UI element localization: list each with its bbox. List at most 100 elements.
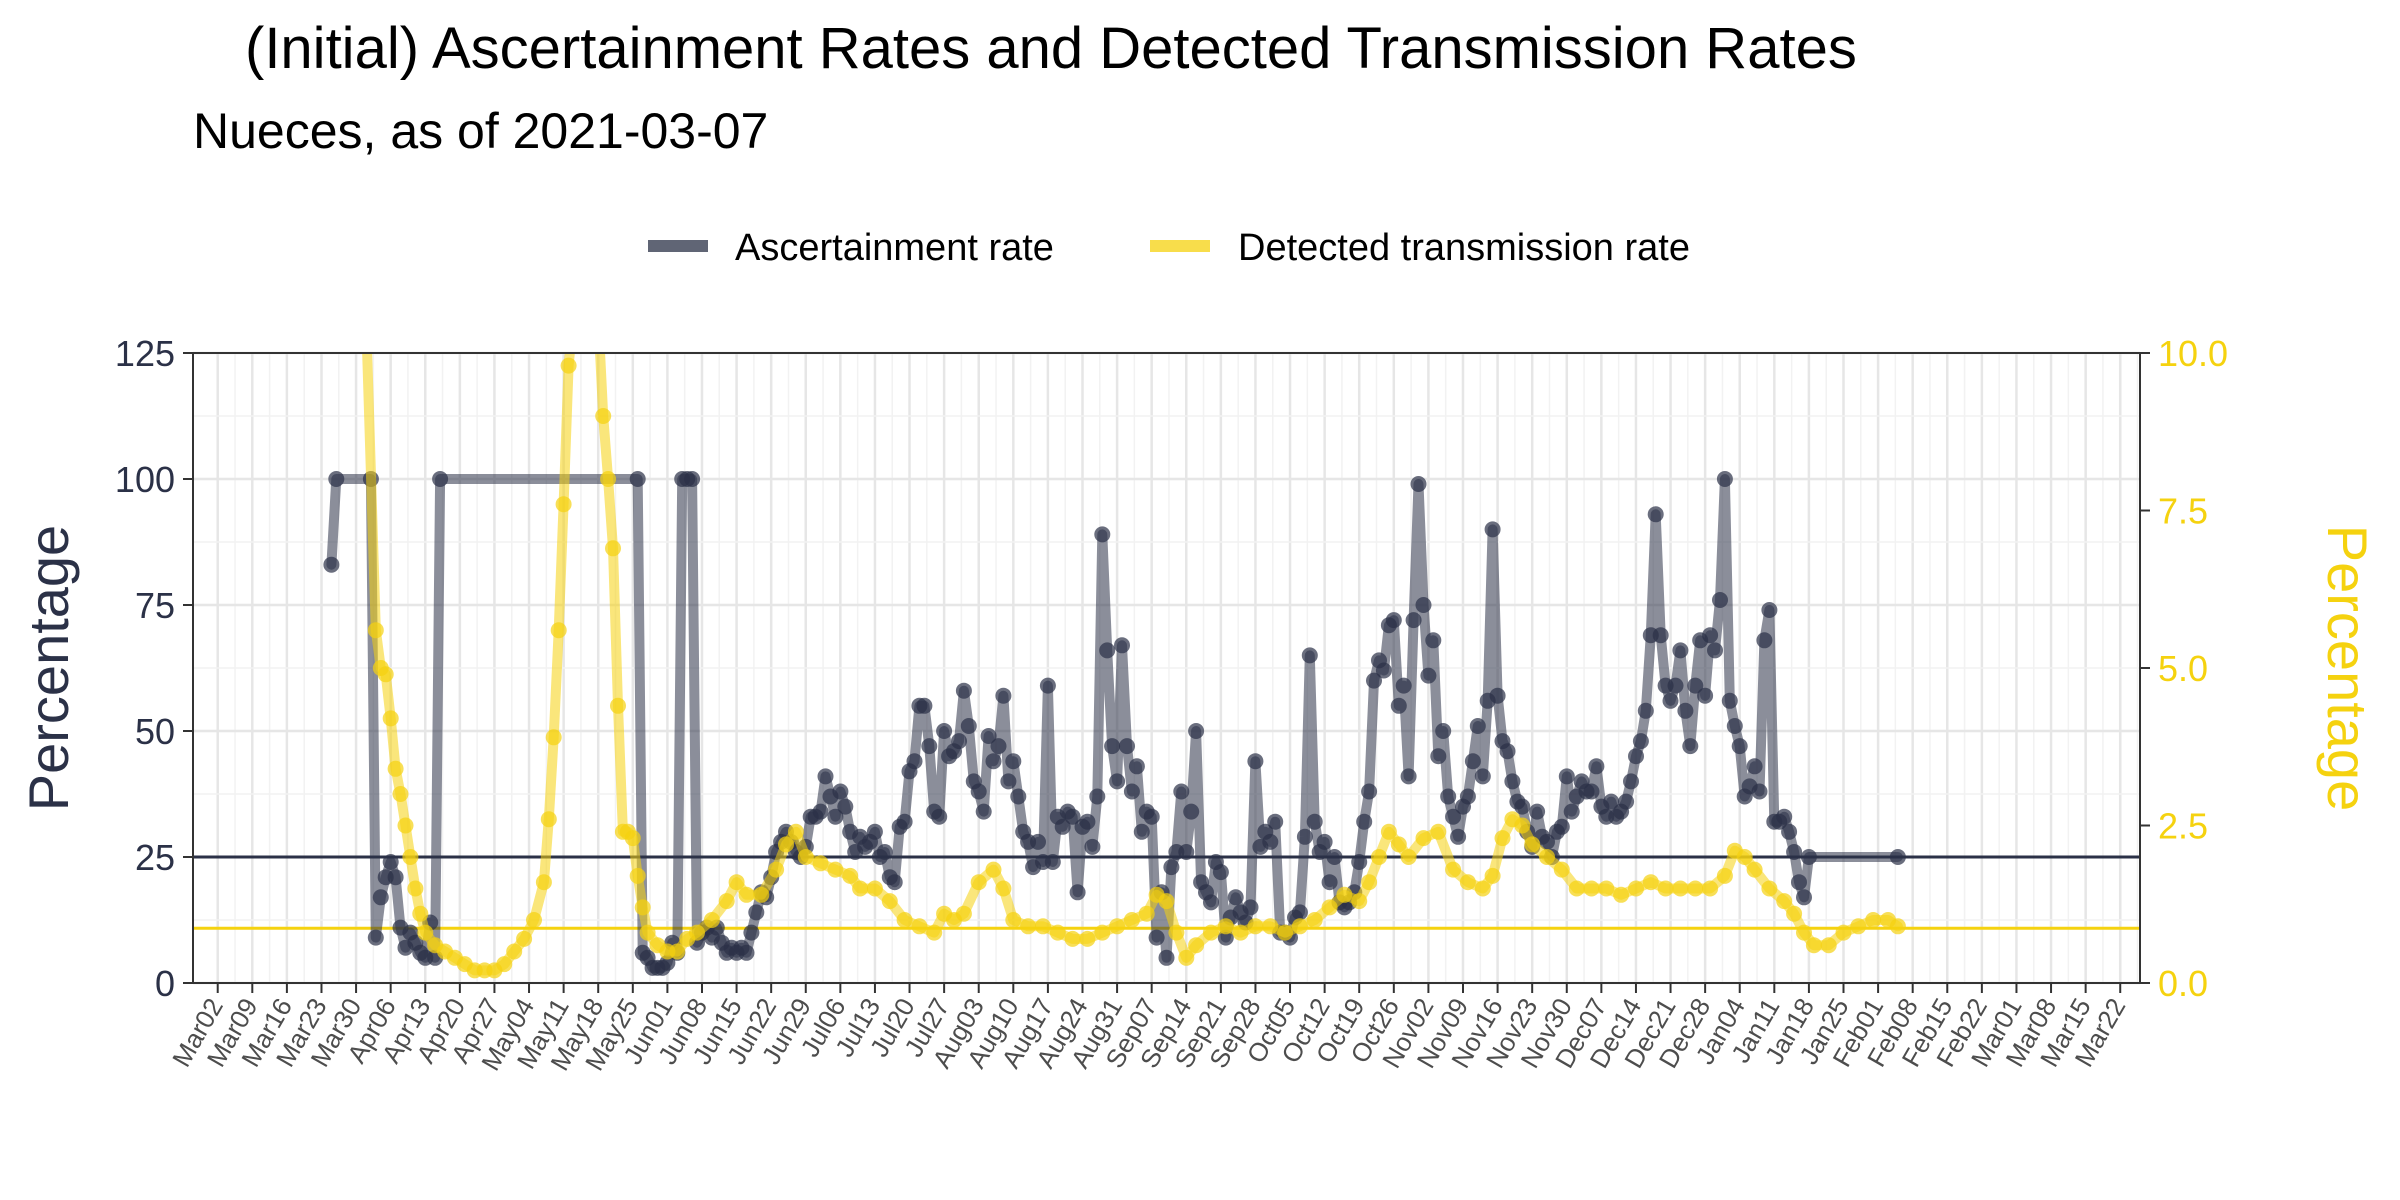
data-point [911,918,928,935]
data-point [728,874,745,891]
data-point [516,930,533,947]
data-point [1889,849,1906,865]
data-point [1489,687,1506,704]
data-point [1306,813,1323,830]
data-point [1800,849,1817,865]
data-point [916,697,933,714]
data-point [970,874,987,891]
data-point [1267,813,1284,830]
data-point [1603,793,1620,810]
data-point [382,710,399,727]
legend-label-ascertainment-rate: Ascertainment rate [735,227,1054,269]
data-point [1138,905,1155,922]
data-point [639,924,656,941]
data-point [629,867,646,884]
data-point [387,760,404,777]
data-point [1445,808,1462,825]
data-point [817,768,834,785]
data-point [1751,783,1768,800]
data-point [1069,884,1086,901]
data-point [600,471,617,487]
data-point [1598,880,1615,897]
data-point [1079,813,1096,830]
data-point [1721,692,1738,709]
data-point [1158,893,1175,910]
data-point [1336,886,1353,903]
data-point [812,855,829,872]
data-point [985,861,1002,878]
data-point [1188,937,1205,954]
data-point [1820,937,1837,954]
series-layer [323,353,1906,979]
data-point [1247,918,1264,935]
data-point [1178,949,1195,966]
data-point [1430,823,1447,840]
data-point [703,912,720,928]
data-point [1227,889,1244,906]
data-point [1242,899,1259,916]
data-point [980,728,997,744]
data-point [1761,602,1778,618]
data-point [1326,849,1343,865]
data-point [367,929,384,946]
y-tick-label-left: 50 [135,711,175,752]
data-point [1504,773,1521,790]
data-point [1746,758,1763,775]
data-point [970,783,987,800]
data-point [881,893,898,910]
data-point [1667,677,1684,694]
data-point [1291,904,1308,921]
data-point [1366,672,1382,689]
data-point [1380,823,1397,840]
y-axis-left: 0 25 50 75 100 125 [115,333,193,1004]
data-point [387,869,404,886]
data-point [1296,828,1313,845]
data-point [896,813,913,830]
data-point [1662,692,1679,709]
data-point [526,912,542,928]
data-point [629,471,646,487]
data-point [1049,924,1066,941]
data-point [778,836,794,853]
data-point [1484,867,1501,884]
data-point [432,471,449,487]
y-axis-left-label: Percentage [17,525,80,811]
data-point [367,622,384,639]
data-point [1796,889,1812,906]
legend: Ascertainment rate Detected transmission… [648,227,1690,269]
data-point [1618,793,1635,810]
data-point [1712,592,1728,608]
data-point [1351,893,1368,910]
data-point [797,849,814,865]
data-point [1400,768,1417,785]
data-point [1094,526,1111,543]
data-point [1687,677,1704,694]
data-point [1474,768,1491,785]
data-point [392,786,409,802]
data-point [1697,687,1714,704]
y-tick-label-left: 75 [135,585,175,626]
data-point [377,666,394,683]
data-point [1632,733,1649,750]
data-point [1371,849,1387,865]
data-point [1203,924,1219,941]
data-point [1262,918,1279,935]
data-point [684,471,701,487]
data-point [1435,723,1452,739]
data-point [1064,930,1081,947]
data-point [1746,861,1763,878]
data-point [753,886,770,903]
data-point [1430,748,1447,765]
data-point [866,823,883,840]
data-point [1702,627,1719,644]
data-point [1865,912,1882,928]
chart-title: (Initial) Ascertainment Rates and Detect… [245,16,1857,81]
data-point [1321,874,1338,891]
data-point [1786,844,1803,860]
data-point [328,471,345,487]
data-point [1682,738,1699,755]
data-point [1148,929,1165,946]
data-point [1232,924,1249,941]
data-point [1445,861,1462,878]
data-point [506,943,523,960]
